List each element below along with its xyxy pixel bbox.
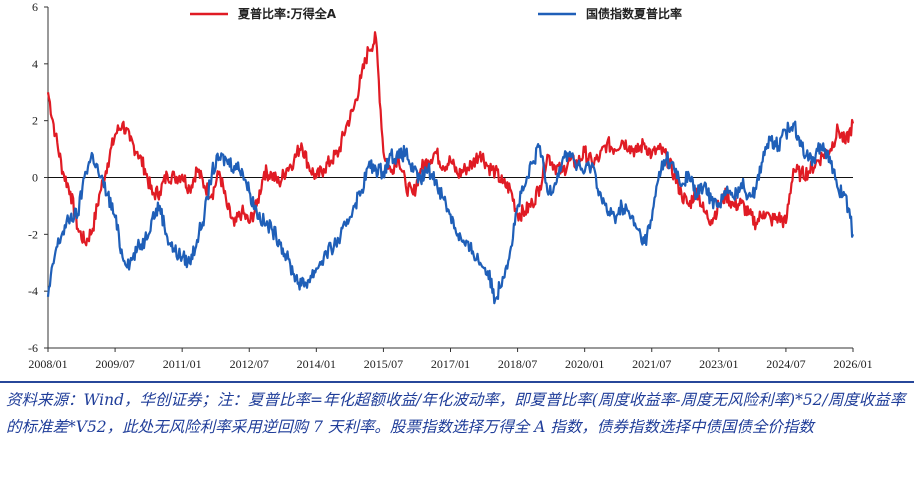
x-tick-label: 2014/01: [297, 357, 336, 371]
legend-label-treasury: 国债指数夏普比率: [586, 6, 682, 21]
y-tick-label: -6: [28, 341, 38, 355]
x-tick-label: 2026/01: [833, 357, 872, 371]
x-tick-label: 2017/01: [431, 357, 470, 371]
series-line-treasury: [46, 120, 855, 305]
x-tick-label: 2021/07: [632, 357, 671, 371]
x-tick-label: 2012/07: [230, 357, 269, 371]
y-tick-label: 0: [32, 171, 38, 185]
x-tick-label: 2009/07: [95, 357, 134, 371]
x-tick-label: 2023/01: [699, 357, 738, 371]
x-tick-label: 2024/07: [766, 357, 805, 371]
y-tick-label: 6: [32, 0, 38, 14]
series-group: [46, 31, 855, 305]
source-note: 资料来源：Wind，华创证券；注：夏普比率=年化超额收益/年化波动率，即夏普比率…: [6, 391, 906, 436]
axes: 6 4 2 0 -2 -4 -6 2008/01 2009/07 2011/01 2012/07 20…: [28, 0, 873, 371]
y-tick-label: -2: [28, 227, 38, 241]
y-tick-label: 2: [32, 114, 38, 128]
line-chart: 夏普比率:万得全A 国债指数夏普比率 6 4 2 0 -2 -4 -6 2008/01 2009…: [28, 0, 873, 371]
legend-label-a-shares: 夏普比率:万得全A: [238, 6, 337, 21]
x-tick-label: 2011/01: [163, 357, 202, 371]
divider-rule: [0, 381, 914, 383]
x-tick-label: 2008/01: [28, 357, 67, 371]
x-tick-label: 2020/01: [565, 357, 604, 371]
x-tick-label: 2015/07: [364, 357, 403, 371]
x-tick-label: 2018/07: [498, 357, 537, 371]
y-tick-label: -4: [28, 284, 38, 298]
y-tick-label: 4: [32, 57, 38, 71]
legend: 夏普比率:万得全A 国债指数夏普比率: [190, 6, 682, 21]
